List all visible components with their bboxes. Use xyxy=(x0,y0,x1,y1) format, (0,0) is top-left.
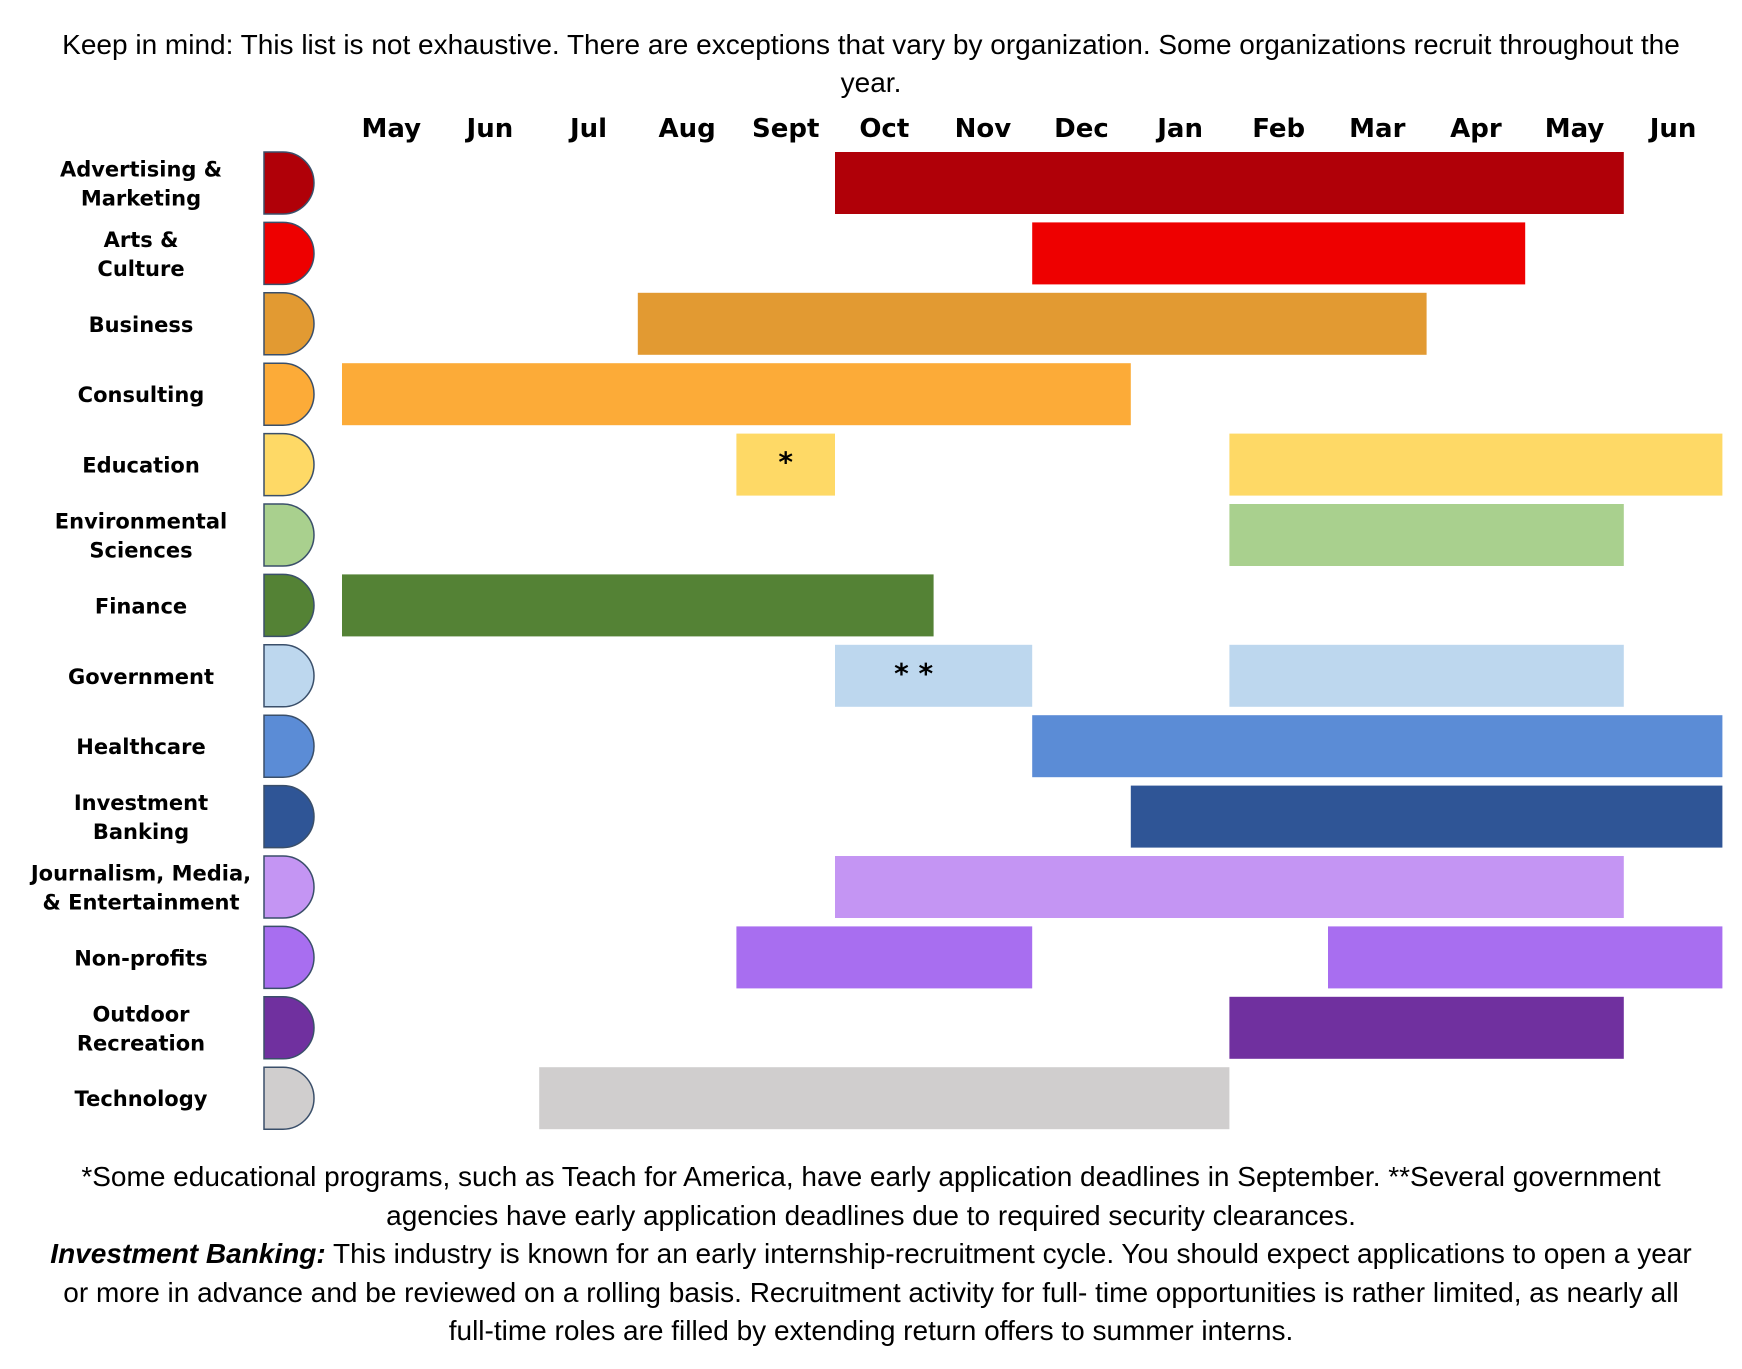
month-label: Jul xyxy=(568,114,607,144)
category-tab xyxy=(263,784,315,849)
investment-banking-note: Investment Banking: This industry is kno… xyxy=(40,1235,1702,1351)
category-tab xyxy=(263,151,315,215)
month-label: Aug xyxy=(658,114,715,144)
category-label: Finance xyxy=(95,594,187,618)
category-label: Advertising & Marketing xyxy=(60,158,222,211)
category-label: Investment Banking xyxy=(74,791,208,844)
month-label: Dec xyxy=(1054,114,1109,144)
category-tab xyxy=(263,714,315,778)
range-bar xyxy=(342,574,934,637)
investment-banking-label: Investment Banking: xyxy=(50,1238,326,1269)
range-bar xyxy=(1229,504,1624,566)
category-axis: Advertising & Marketing Arts & Culture Busin… xyxy=(29,158,251,1112)
month-label: Nov xyxy=(955,114,1012,144)
range-bar xyxy=(1229,644,1624,707)
month-axis: May Jun Jul Aug Sept Oct Nov Dec Jan Feb Mar Apr May… xyxy=(362,114,1697,144)
month-label: Feb xyxy=(1252,114,1305,144)
category-tabs xyxy=(263,151,315,1130)
range-bar xyxy=(835,152,1624,214)
category-tab xyxy=(263,503,315,567)
month-label: Jan xyxy=(1155,114,1203,144)
month-label: Sept xyxy=(752,114,819,144)
month-label: Oct xyxy=(859,114,909,144)
range-bar xyxy=(736,433,835,496)
range-bar xyxy=(1032,715,1723,778)
category-label: Government xyxy=(68,665,214,689)
range-bar xyxy=(1328,926,1723,989)
recruitment-timeline-chart: May Jun Jul Aug Sept Oct Nov Dec Jan Feb Mar Apr May… xyxy=(29,114,1723,1130)
category-label: Education xyxy=(82,454,200,478)
intro-note: Keep in mind: This list is not exhaustiv… xyxy=(62,29,1680,98)
footnote-line: *Some educational programs, such as Teac… xyxy=(81,1161,1661,1231)
month-label: Mar xyxy=(1349,114,1405,144)
category-tab xyxy=(263,644,315,708)
range-bars: * * * xyxy=(342,152,1723,1130)
category-tab xyxy=(263,925,315,990)
category-tab xyxy=(263,221,315,286)
category-tab xyxy=(263,573,315,638)
investment-banking-text: This industry is known for an early inte… xyxy=(63,1238,1692,1346)
category-tab xyxy=(263,292,315,356)
month-label: Jun xyxy=(1648,114,1697,144)
range-bar xyxy=(1032,222,1526,285)
category-tab xyxy=(263,432,315,497)
month-label: May xyxy=(1545,114,1605,144)
month-label: May xyxy=(362,114,422,144)
category-tab xyxy=(263,362,315,426)
range-bar xyxy=(1130,785,1723,848)
bar-footnote-marker: * xyxy=(778,446,793,479)
month-label: Jun xyxy=(465,114,514,144)
range-bar xyxy=(1229,433,1723,496)
category-label: Environmental Sciences xyxy=(55,510,227,563)
category-tab xyxy=(263,996,315,1060)
category-label: Consulting xyxy=(78,383,205,407)
bar-footnote-marker: * * xyxy=(894,657,933,690)
range-bar xyxy=(835,644,1033,707)
range-bar xyxy=(342,363,1131,426)
range-bar xyxy=(539,1067,1230,1130)
category-label: Non-profits xyxy=(74,946,208,970)
category-label: Business xyxy=(89,313,194,337)
footnotes: *Some educational programs, such as Teac… xyxy=(40,1158,1702,1351)
category-label: Outdoor Recreation xyxy=(77,1002,205,1055)
category-tab xyxy=(263,855,315,919)
category-tab xyxy=(263,1066,315,1130)
category-label: Technology xyxy=(75,1087,208,1111)
category-label: Journalism, Media, & Entertainment xyxy=(29,862,251,915)
range-bar xyxy=(736,926,1033,989)
range-bar xyxy=(835,856,1624,918)
month-label: Apr xyxy=(1450,114,1502,144)
range-bar xyxy=(1229,996,1624,1059)
category-label: Arts & Culture xyxy=(97,228,184,281)
category-label: Healthcare xyxy=(76,735,205,759)
range-bar xyxy=(637,292,1427,355)
